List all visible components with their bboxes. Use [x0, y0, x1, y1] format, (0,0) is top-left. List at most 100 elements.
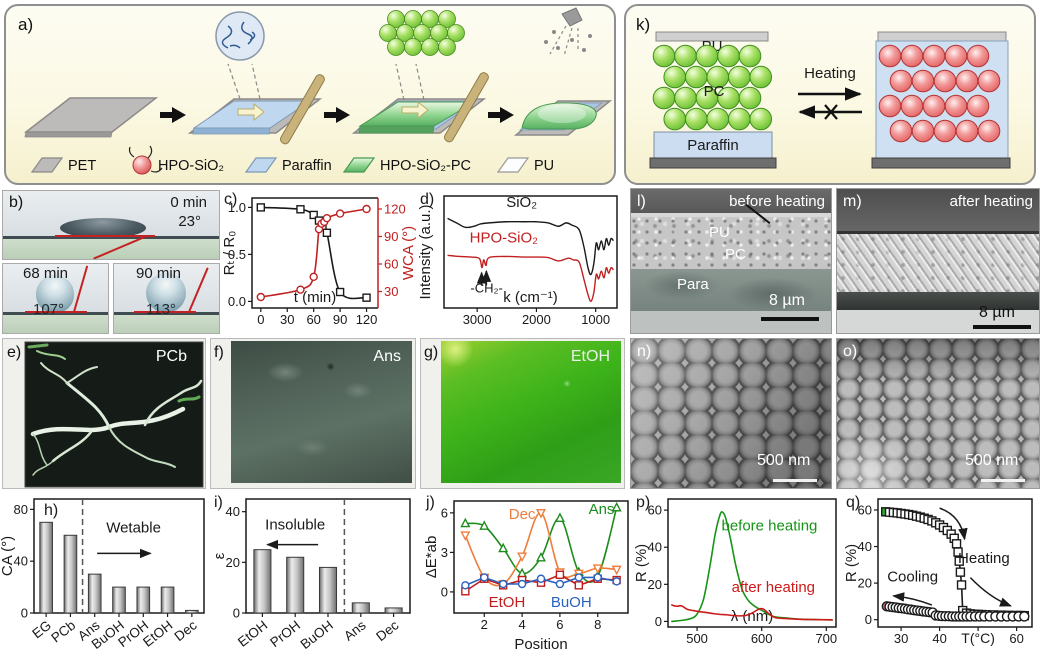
scale-text-n: 500 nm	[757, 452, 811, 469]
svg-text:2000: 2000	[522, 312, 551, 327]
panel-l-label: l)	[637, 193, 646, 210]
fabrication-schematic: a)	[18, 7, 613, 175]
etoh-film-photo	[441, 341, 621, 483]
chart-color-difference: 2 4 6 8 0 3 6 ΔE*ab Position Dec Ans EtOH BuOH j)	[423, 494, 629, 653]
etoh-tag: EtOH	[570, 348, 610, 365]
svg-text:h): h)	[44, 502, 58, 519]
svg-text:0: 0	[441, 584, 448, 599]
green-pc-spheres	[652, 44, 773, 131]
angle-label-113: 113°	[146, 301, 176, 318]
panel-d: 3000 2000 1000 Intensity (a.u.) k (cm⁻¹) SiO₂…	[417, 188, 625, 334]
svg-text:SiO₂: SiO₂	[506, 194, 537, 211]
paraffin-label: Paraffin	[687, 137, 738, 154]
angle-label-23: 23°	[178, 213, 201, 230]
arrow-step1-2	[160, 107, 186, 123]
svg-text:60: 60	[648, 503, 662, 518]
svg-text:0.5: 0.5	[228, 247, 246, 262]
svg-text:ΔE*ab: ΔE*ab	[424, 536, 440, 579]
svg-text:4: 4	[518, 617, 525, 632]
pu-layer-label: PU	[709, 224, 730, 241]
svg-text:Wetable: Wetable	[106, 520, 161, 537]
svg-text:40: 40	[932, 631, 946, 646]
ans-film-photo	[231, 341, 412, 483]
svg-text:700: 700	[815, 631, 837, 646]
svg-text:40: 40	[648, 540, 662, 555]
after-heating-tag: after heating	[949, 193, 1033, 210]
svg-text:EtOH: EtOH	[489, 594, 526, 611]
round-droplet	[36, 275, 74, 313]
bottom-plate-right	[871, 157, 1011, 169]
svg-text:60: 60	[1009, 631, 1023, 646]
chart-resistance-wca: 0 30 60 90 120 0.0 0.5 1.0 30 60 90 120 Rₜ / R₀ WCA (…	[221, 191, 417, 327]
panel-i: EtOH PrOH BuOH Ans Dec 0 20 40 ε Insoluble i)	[211, 491, 424, 653]
para-layer-label: Para	[677, 276, 709, 293]
svg-text:500: 500	[686, 631, 708, 646]
hpo-sio2-pc-icon	[342, 157, 376, 173]
svg-text:Ans: Ans	[341, 617, 369, 643]
svg-text:20: 20	[648, 577, 662, 592]
svg-text:T(°C): T(°C)	[961, 630, 995, 646]
pet-icon	[30, 157, 64, 173]
svg-text:40: 40	[14, 554, 28, 569]
svg-text:k (cm⁻¹): k (cm⁻¹)	[503, 289, 558, 306]
pu-top-plate-right	[877, 31, 1007, 42]
chart-reflectance-temperature: 30 40 60 0 20 40 60 R (%) T(°C) Heating Cooling q)	[843, 494, 1033, 646]
panel-a-label: a)	[18, 15, 33, 34]
svg-text:90: 90	[333, 312, 347, 327]
svg-text:ε: ε	[212, 552, 228, 559]
scale-bar-m	[973, 325, 1031, 329]
wca-photo-0min: 0 min 23° b)	[2, 190, 220, 260]
svg-text:PrOH: PrOH	[267, 618, 303, 651]
legend-hpo-sio2-pc: HPO-SiO₂-PC	[380, 158, 471, 174]
chart-ftir: 3000 2000 1000 Intensity (a.u.) k (cm⁻¹) SiO₂…	[417, 191, 618, 327]
sem-spheres-before	[631, 339, 831, 488]
svg-text:8: 8	[594, 617, 601, 632]
svg-text:30: 30	[280, 312, 294, 327]
svg-text:-CH₂-: -CH₂-	[470, 280, 502, 295]
scale-text-l: 8 µm	[769, 292, 805, 309]
svg-text:t (min): t (min)	[294, 289, 337, 306]
svg-text:0: 0	[865, 612, 872, 627]
svg-text:120: 120	[384, 202, 406, 217]
svg-text:R (%): R (%)	[634, 544, 650, 582]
ans-tag: Ans	[373, 348, 401, 365]
pu-pc-layer	[631, 217, 831, 269]
scale-text-m: 8 µm	[979, 304, 1015, 321]
svg-text:60: 60	[384, 257, 398, 272]
legend-a: PET HPO-SiO₂ Paraffin HPO-SiO₂-PC PU	[30, 145, 554, 175]
svg-text:20: 20	[858, 576, 872, 591]
spray-gun-icon	[561, 7, 583, 27]
panel-e-label: e)	[7, 344, 22, 361]
panel-k: k) PU PC Paraffin Heating	[624, 4, 1036, 185]
svg-text:WCA (°): WCA (°)	[400, 226, 417, 280]
svg-text:30: 30	[384, 284, 398, 299]
panel-a: a)	[4, 4, 616, 185]
panel-n: n) 500 nm	[630, 338, 832, 489]
svg-text:3000: 3000	[463, 312, 492, 327]
step4-pu-spray	[513, 7, 613, 136]
panel-c: 0 30 60 90 120 0.0 0.5 1.0 30 60 90 120 Rₜ / R₀ WCA (…	[221, 188, 418, 334]
step2-paraffin-coating	[187, 11, 325, 145]
svg-text:EtOH: EtOH	[235, 618, 270, 650]
svg-text:80: 80	[14, 502, 28, 517]
scale-text-o: 500 nm	[965, 452, 1019, 469]
svg-text:i): i)	[214, 494, 223, 511]
svg-text:c): c)	[224, 191, 237, 208]
svg-text:Position: Position	[514, 636, 567, 653]
pu-icon	[496, 157, 530, 173]
svg-text:2: 2	[481, 617, 488, 632]
panel-j: 2 4 6 8 0 3 6 ΔE*ab Position Dec Ans EtOH BuOH j)	[423, 491, 636, 653]
svg-text:30: 30	[894, 631, 908, 646]
svg-text:PCb: PCb	[48, 618, 78, 646]
panel-b-label: b)	[9, 194, 24, 211]
panel-m: m) after heating 8 µm	[836, 188, 1040, 334]
svg-text:6: 6	[556, 617, 563, 632]
svg-text:Rₜ / R₀: Rₜ / R₀	[222, 231, 238, 276]
before-heating-tag: before heating	[729, 193, 825, 210]
scale-bar-n	[773, 479, 817, 482]
silica-sphere-cluster	[379, 10, 465, 56]
panel-p: 500 600 700 0 20 40 60 R (%) λ (nm) before heatin…	[633, 491, 844, 653]
svg-text:0: 0	[21, 606, 28, 621]
